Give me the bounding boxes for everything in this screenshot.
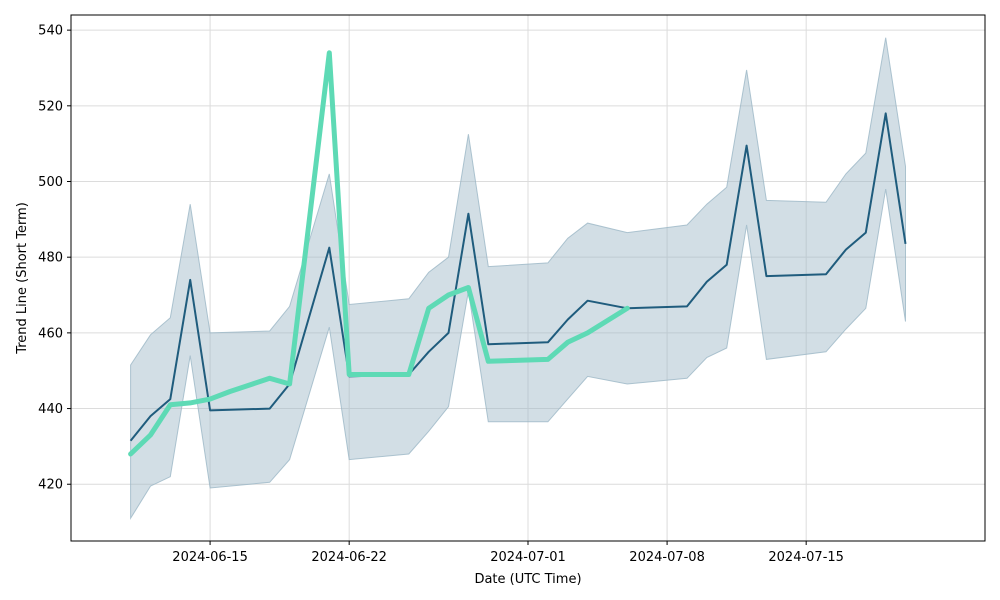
confidence-band-layer xyxy=(130,37,906,521)
x-tick-label: 2024-07-01 xyxy=(490,550,566,565)
confidence-band xyxy=(130,37,906,521)
highlight-line-layer xyxy=(128,50,630,457)
y-tick-label: 520 xyxy=(38,99,63,114)
y-tick-label: 500 xyxy=(38,175,63,190)
x-axis: 2024-06-15 2024-06-22 2024-07-01 2024-07-08… xyxy=(172,541,844,565)
y-tick-label: 480 xyxy=(38,251,63,266)
y-tick-label: 420 xyxy=(38,478,63,493)
y-tick-label: 460 xyxy=(38,326,63,341)
x-tick-label: 2024-06-15 xyxy=(172,550,248,565)
x-tick-label: 2024-06-22 xyxy=(311,550,387,565)
grid xyxy=(71,15,985,541)
x-axis-label: Date (UTC Time) xyxy=(474,572,581,587)
trend-line-layer xyxy=(129,112,907,442)
highlight-line xyxy=(128,50,630,457)
x-tick-label: 2024-07-15 xyxy=(768,550,844,565)
y-axis-label: Trend Line (Short Term) xyxy=(15,202,30,355)
x-tick-label: 2024-07-08 xyxy=(629,550,705,565)
y-tick-label: 440 xyxy=(38,402,63,417)
trend-line xyxy=(129,112,907,442)
y-tick-label: 540 xyxy=(38,24,63,39)
y-axis: 420 440 460 480 500 520 540 xyxy=(38,24,71,493)
